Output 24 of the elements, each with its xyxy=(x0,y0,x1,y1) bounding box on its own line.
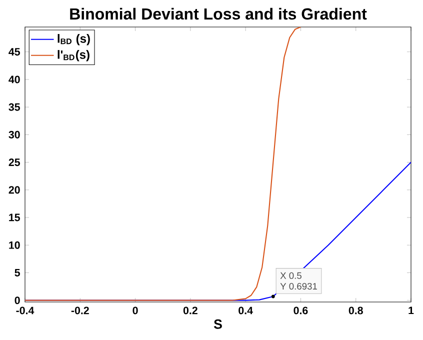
y-tick-label: 30 xyxy=(8,130,20,138)
legend-label: l'$_{BD}$(s) xyxy=(58,50,90,62)
y-tick-label: 20 xyxy=(8,186,20,194)
x-tick-label: 0.2 xyxy=(183,306,198,314)
y-tick-label: 15 xyxy=(9,214,20,222)
y-tick-label: 5 xyxy=(14,269,20,276)
chart-title: Binomial Deviant Loss and its Gradient xyxy=(70,8,367,20)
x-tick-label: 0.8 xyxy=(348,306,363,314)
annotation: X 0.5 xyxy=(280,272,302,279)
x-tick-label: -0.2 xyxy=(71,306,89,314)
x-axis-title: S xyxy=(214,319,222,329)
y-tick-label: 45 xyxy=(8,48,20,56)
x-tick-label: 0.6 xyxy=(294,306,308,314)
annotation: Y 0.6931 xyxy=(280,282,317,290)
x-tick-label: 0 xyxy=(132,306,138,314)
x-tick-label: 1 xyxy=(408,306,414,314)
x-tick-label: -0.4 xyxy=(16,306,34,314)
y-tick-label: 35 xyxy=(8,103,20,111)
x-tick-label: 0.4 xyxy=(238,306,253,314)
y-tick-label: 0 xyxy=(14,296,20,304)
legend-label: l$_{BD}$ (s) xyxy=(58,34,90,46)
y-tick-label: 25 xyxy=(8,158,20,166)
y-tick-label: 10 xyxy=(9,241,20,249)
y-tick-label: 40 xyxy=(8,76,20,84)
